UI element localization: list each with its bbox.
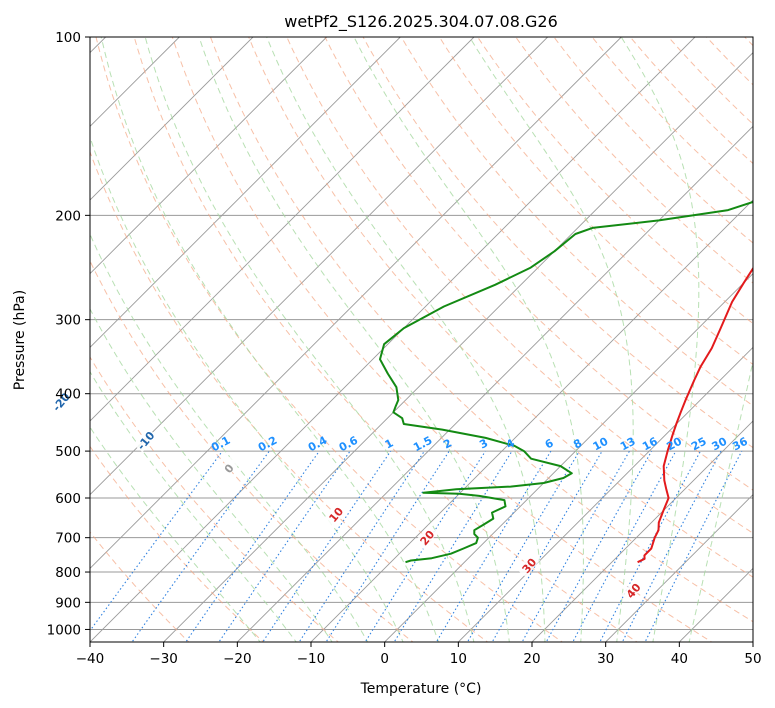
mixing-ratio-line (572, 450, 677, 642)
mixing-ratio-label: 16 (640, 435, 660, 454)
moist-adiabat-line (90, 370, 297, 642)
moist-adiabat-line (620, 37, 700, 642)
isotherm-line (458, 346, 753, 642)
axis-layer: −40 −30 −20 −10 0 10 20 30 40 50 100 200 300 400 500 60… (47, 30, 762, 667)
dry-adiabat-line (90, 150, 489, 642)
data-layer (379, 200, 753, 564)
isotherm-line (90, 37, 548, 496)
mixing-ratio-line (90, 450, 223, 632)
moist-adiabat-line (100, 37, 440, 642)
y-tick-label: 100 (55, 30, 81, 46)
adiabat-label-bg (48, 388, 72, 414)
y-axis-label: Pressure (hPa) (12, 290, 28, 390)
moist-adiabat-line (90, 135, 404, 642)
dry-adiabat-line (90, 259, 414, 642)
moist-adiabat-line (90, 308, 333, 642)
mixing-ratio-line (262, 450, 392, 642)
mixing-ratio-line (466, 450, 580, 642)
y-tick-label: 700 (55, 531, 81, 547)
dry-adiabat-line (209, 37, 753, 623)
mixing-ratio-line (393, 450, 513, 642)
x-tick-label: 50 (744, 651, 761, 667)
x-tick-label: −20 (223, 651, 252, 667)
mixing-ratio-label: 25 (689, 435, 709, 454)
plot-frame (89, 36, 754, 643)
x-axis-label: Temperature (°C) (360, 681, 482, 697)
x-tick-label: −40 (76, 651, 105, 667)
x-tick-label: 10 (450, 651, 467, 667)
isotherm-line (310, 199, 753, 642)
moist-adiabat-line (353, 37, 584, 642)
dry-adiabat-line (90, 445, 265, 642)
moist-adiabat-line (688, 358, 753, 642)
moist-adiabat-line (90, 232, 369, 642)
y-tick-label: 200 (55, 208, 81, 224)
x-tick-label: 0 (380, 651, 389, 667)
adiabat-label-bg (323, 501, 347, 527)
moist-adiabat-line (468, 37, 634, 642)
y-tick-label: 600 (55, 491, 81, 507)
mixing-ratio-label: 20 (664, 435, 684, 454)
dry-adiabat-line (95, 37, 564, 642)
isotherm-line (237, 125, 753, 642)
isotherm-line (90, 37, 475, 422)
adiabat-label-bg (516, 552, 541, 578)
x-tick-label: 30 (597, 651, 614, 667)
isotherm-line (90, 37, 327, 275)
x-tick-label: −30 (149, 651, 178, 667)
y-tick-label: 300 (55, 313, 81, 329)
y-tick-label: 800 (55, 565, 81, 581)
adiabat-label-bg (414, 524, 439, 550)
moist-adiabat-line (144, 37, 475, 642)
mixing-ratio-line (185, 450, 320, 642)
isotherm-line (163, 52, 753, 642)
adiabat-label-bg (620, 577, 645, 603)
x-tick-label: −10 (297, 651, 326, 667)
dewpoint-profile-line (379, 200, 753, 564)
isotherm-line (90, 37, 696, 642)
mixing-ratio-line (364, 450, 486, 642)
chart-title: wetPf2_S126.2025.304.07.08.G26 (284, 12, 558, 32)
x-tick-label: 40 (671, 651, 688, 667)
y-tick-label: 1000 (47, 622, 81, 638)
y-tick-label: 900 (55, 595, 81, 611)
y-tick-label: 400 (55, 387, 81, 403)
mixing-ratio-label: 10 (591, 435, 611, 454)
mixing-ratio-line (131, 450, 270, 642)
mixing-ratio-label: 30 (710, 435, 730, 454)
isotherm-line (384, 273, 753, 642)
y-tick-label: 500 (55, 444, 81, 460)
x-tick-label: 20 (523, 651, 540, 667)
isotherm-line (90, 37, 622, 569)
isotherm-line (90, 37, 401, 348)
isotherm-line (605, 494, 753, 642)
mixing-ratio-line (218, 450, 351, 642)
mixing-ratio-line (599, 450, 701, 642)
dry-adiabat-line (133, 37, 638, 642)
mixing-ratio-label: 36 (730, 435, 750, 454)
adiabat-label-bg (133, 427, 157, 453)
mixing-ratio-line (298, 450, 425, 642)
isotherm-line (90, 37, 254, 201)
mixing-ratio-label: 13 (618, 435, 638, 454)
moist-adiabat-line (266, 37, 546, 642)
adiabat-label-bg (216, 455, 240, 481)
mixing-ratio-line (325, 450, 450, 642)
moist-adiabat-line (90, 426, 261, 642)
mixing-ratio-line (621, 450, 722, 642)
dry-adiabat-line (90, 356, 340, 642)
temperature-profile-line (637, 266, 753, 564)
isotherm-line (531, 420, 753, 642)
